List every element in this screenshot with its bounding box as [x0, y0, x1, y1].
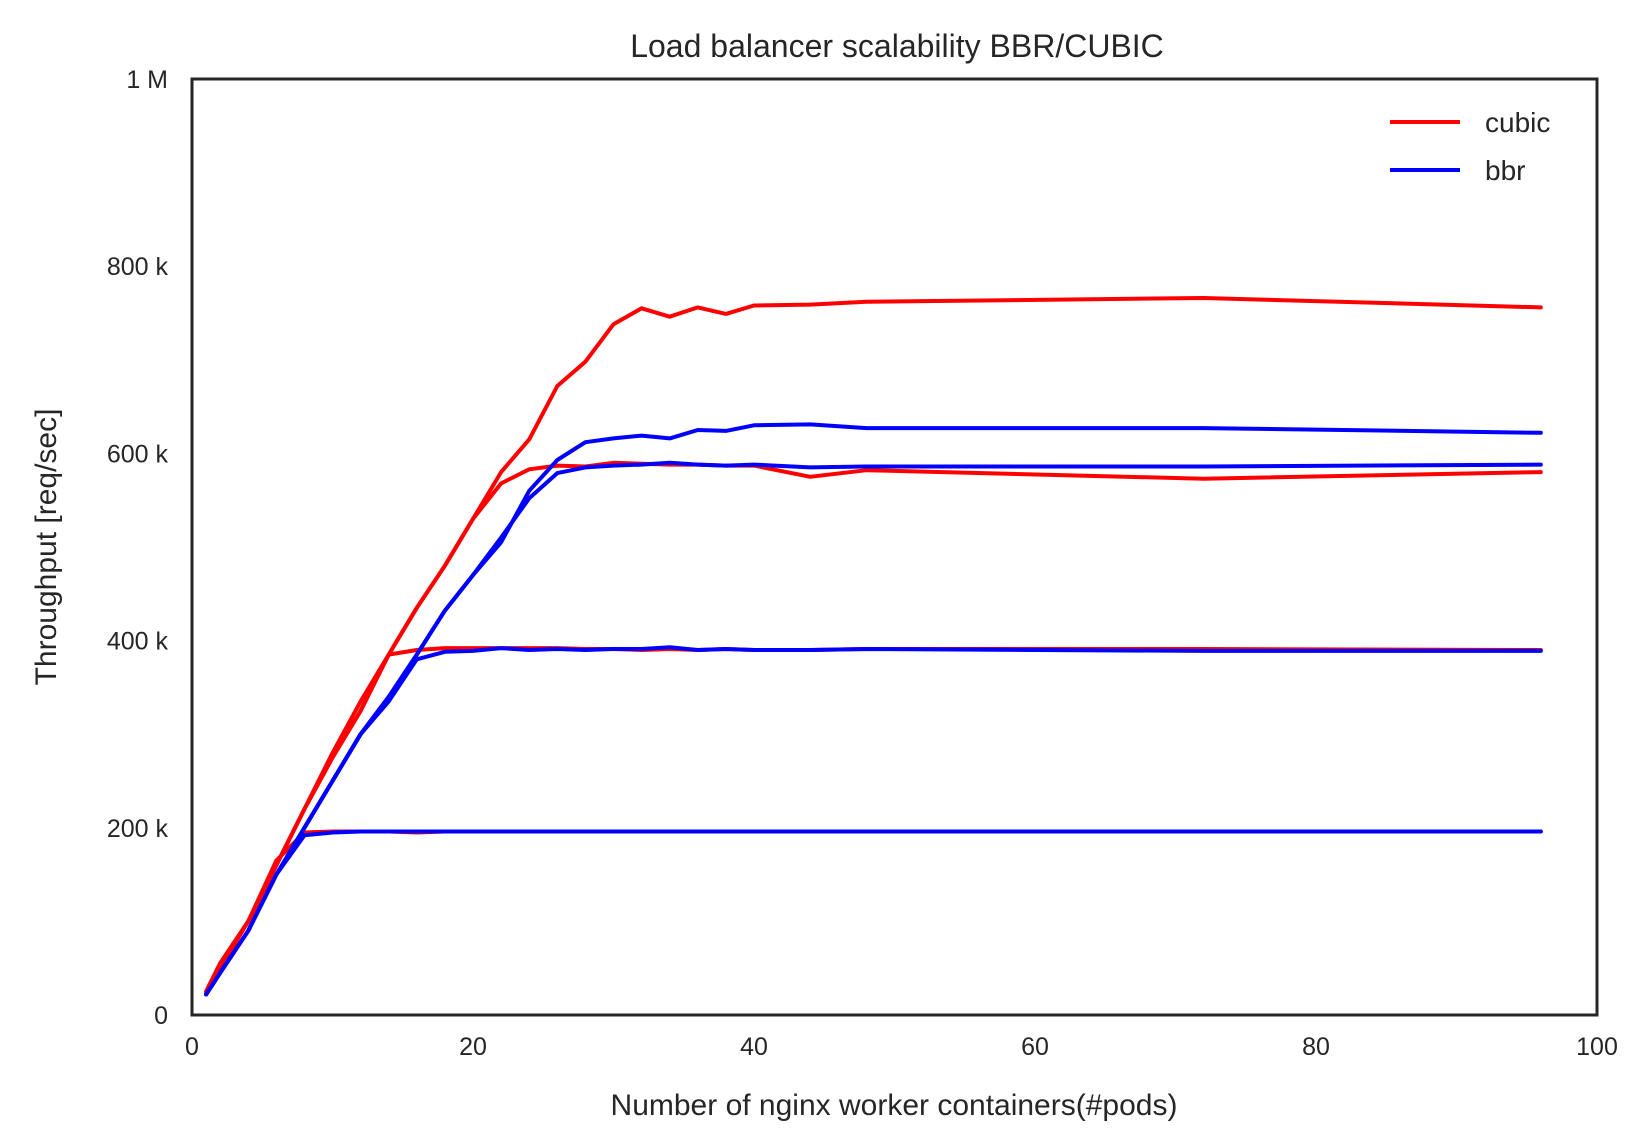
series-line-bbr-4: [204, 645, 1543, 997]
series-line-bbr-6: [204, 460, 1543, 997]
x-tick-label: 0: [185, 1033, 199, 1061]
series-line-cubic-1: [204, 829, 1543, 997]
y-tick-label: 0: [154, 1002, 168, 1030]
legend-label-cubic: cubic: [1485, 107, 1550, 138]
y-tick-label: 400 k: [107, 628, 169, 656]
x-axis: 0 20 40 60 80 100: [185, 1033, 1618, 1061]
y-tick-label: 600 k: [107, 440, 169, 468]
plot-frame: [190, 77, 1599, 1017]
x-axis-label: Number of nginx worker containers(#pods): [611, 1089, 1178, 1122]
x-tick-label: 80: [1302, 1033, 1330, 1061]
series-line-bbr-2: [204, 829, 1543, 997]
y-axis: 0 200 k 400 k 600 k 800 k 1 M: [107, 66, 169, 1030]
series-line-bbr-8: [204, 422, 1543, 997]
x-tick-label: 100: [1576, 1033, 1618, 1061]
series-line-cubic-5: [204, 460, 1543, 994]
y-axis-label: Throughput [req/sec]: [30, 409, 63, 686]
series-layer: [204, 296, 1543, 997]
chart-title: Load balancer scalability BBR/CUBIC: [630, 28, 1164, 64]
series-line-cubic-7: [204, 296, 1543, 994]
legend: cubic bbr: [1390, 107, 1550, 186]
legend-label-bbr: bbr: [1485, 155, 1525, 186]
x-tick-label: 20: [459, 1033, 487, 1061]
y-tick-label: 1 M: [126, 66, 168, 94]
y-tick-label: 200 k: [107, 815, 169, 843]
x-tick-label: 60: [1021, 1033, 1049, 1061]
series-line-cubic-3: [204, 646, 1543, 994]
y-tick-label: 800 k: [107, 253, 169, 281]
x-tick-label: 40: [740, 1033, 768, 1061]
